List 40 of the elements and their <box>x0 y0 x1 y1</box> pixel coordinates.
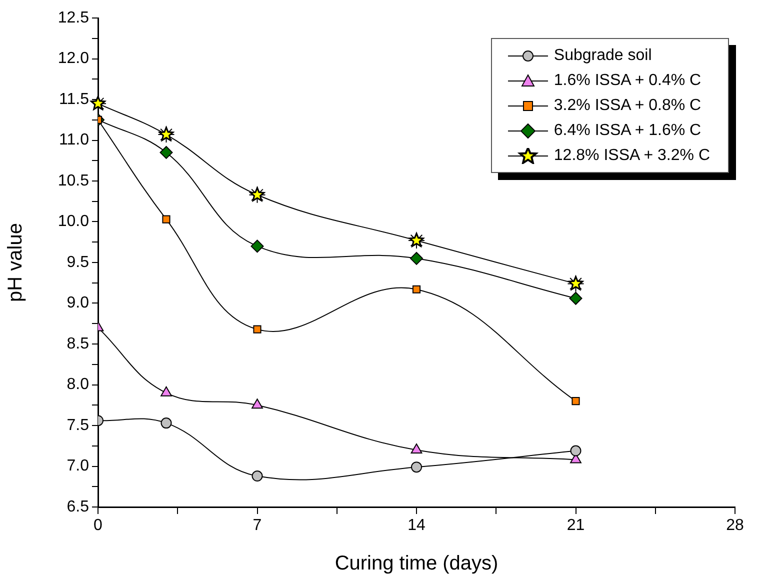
y-tick-label: 6.5 <box>66 498 90 516</box>
legend-label: 6.4% ISSA + 1.6% C <box>554 121 702 141</box>
point <box>250 240 264 253</box>
y-tick-label: 9.5 <box>66 254 90 271</box>
point <box>160 386 172 396</box>
x-tick-label: 14 <box>408 517 426 534</box>
y-tick-label: 8.5 <box>66 335 90 352</box>
y-tick-label: 7.0 <box>66 458 90 475</box>
point <box>572 397 580 406</box>
x-tick-label: 28 <box>726 517 744 534</box>
point <box>411 462 422 473</box>
y-tick-label: 9.0 <box>66 294 90 312</box>
point <box>570 445 582 456</box>
y-tick-label: 12.0 <box>58 50 90 68</box>
point <box>160 146 173 159</box>
y-tick-label: 11.5 <box>59 90 90 108</box>
y-tick-label: 10.5 <box>58 172 90 190</box>
point <box>412 285 421 294</box>
point <box>162 215 170 224</box>
point <box>410 252 423 265</box>
point <box>253 325 262 334</box>
x-axis-title: Curing time (days) <box>334 552 498 575</box>
y-axis-title: pH value <box>4 223 27 302</box>
y-tick-label: 11.0 <box>59 132 90 149</box>
legend-label: Subgrade soil <box>554 46 652 66</box>
y-tick-label: 12.5 <box>58 9 90 26</box>
y-tick-label: 8.0 <box>66 376 90 394</box>
y-tick-label: 10.0 <box>58 213 90 230</box>
point <box>252 470 263 482</box>
legend-label: 3.2% ISSA + 0.8% C <box>554 96 702 116</box>
point <box>410 443 422 454</box>
x-tick-label: 21 <box>566 517 585 534</box>
legend-label: 12.8% ISSA + 3.2% C <box>554 146 710 166</box>
point <box>252 398 263 409</box>
legend-label: 1.6% ISSA + 0.4% C <box>554 71 702 91</box>
x-tick-label: 7 <box>252 517 262 534</box>
y-tick-label: 7.5 <box>66 416 90 434</box>
point <box>569 292 582 305</box>
point <box>160 418 172 429</box>
x-tick-label: 0 <box>94 517 103 534</box>
